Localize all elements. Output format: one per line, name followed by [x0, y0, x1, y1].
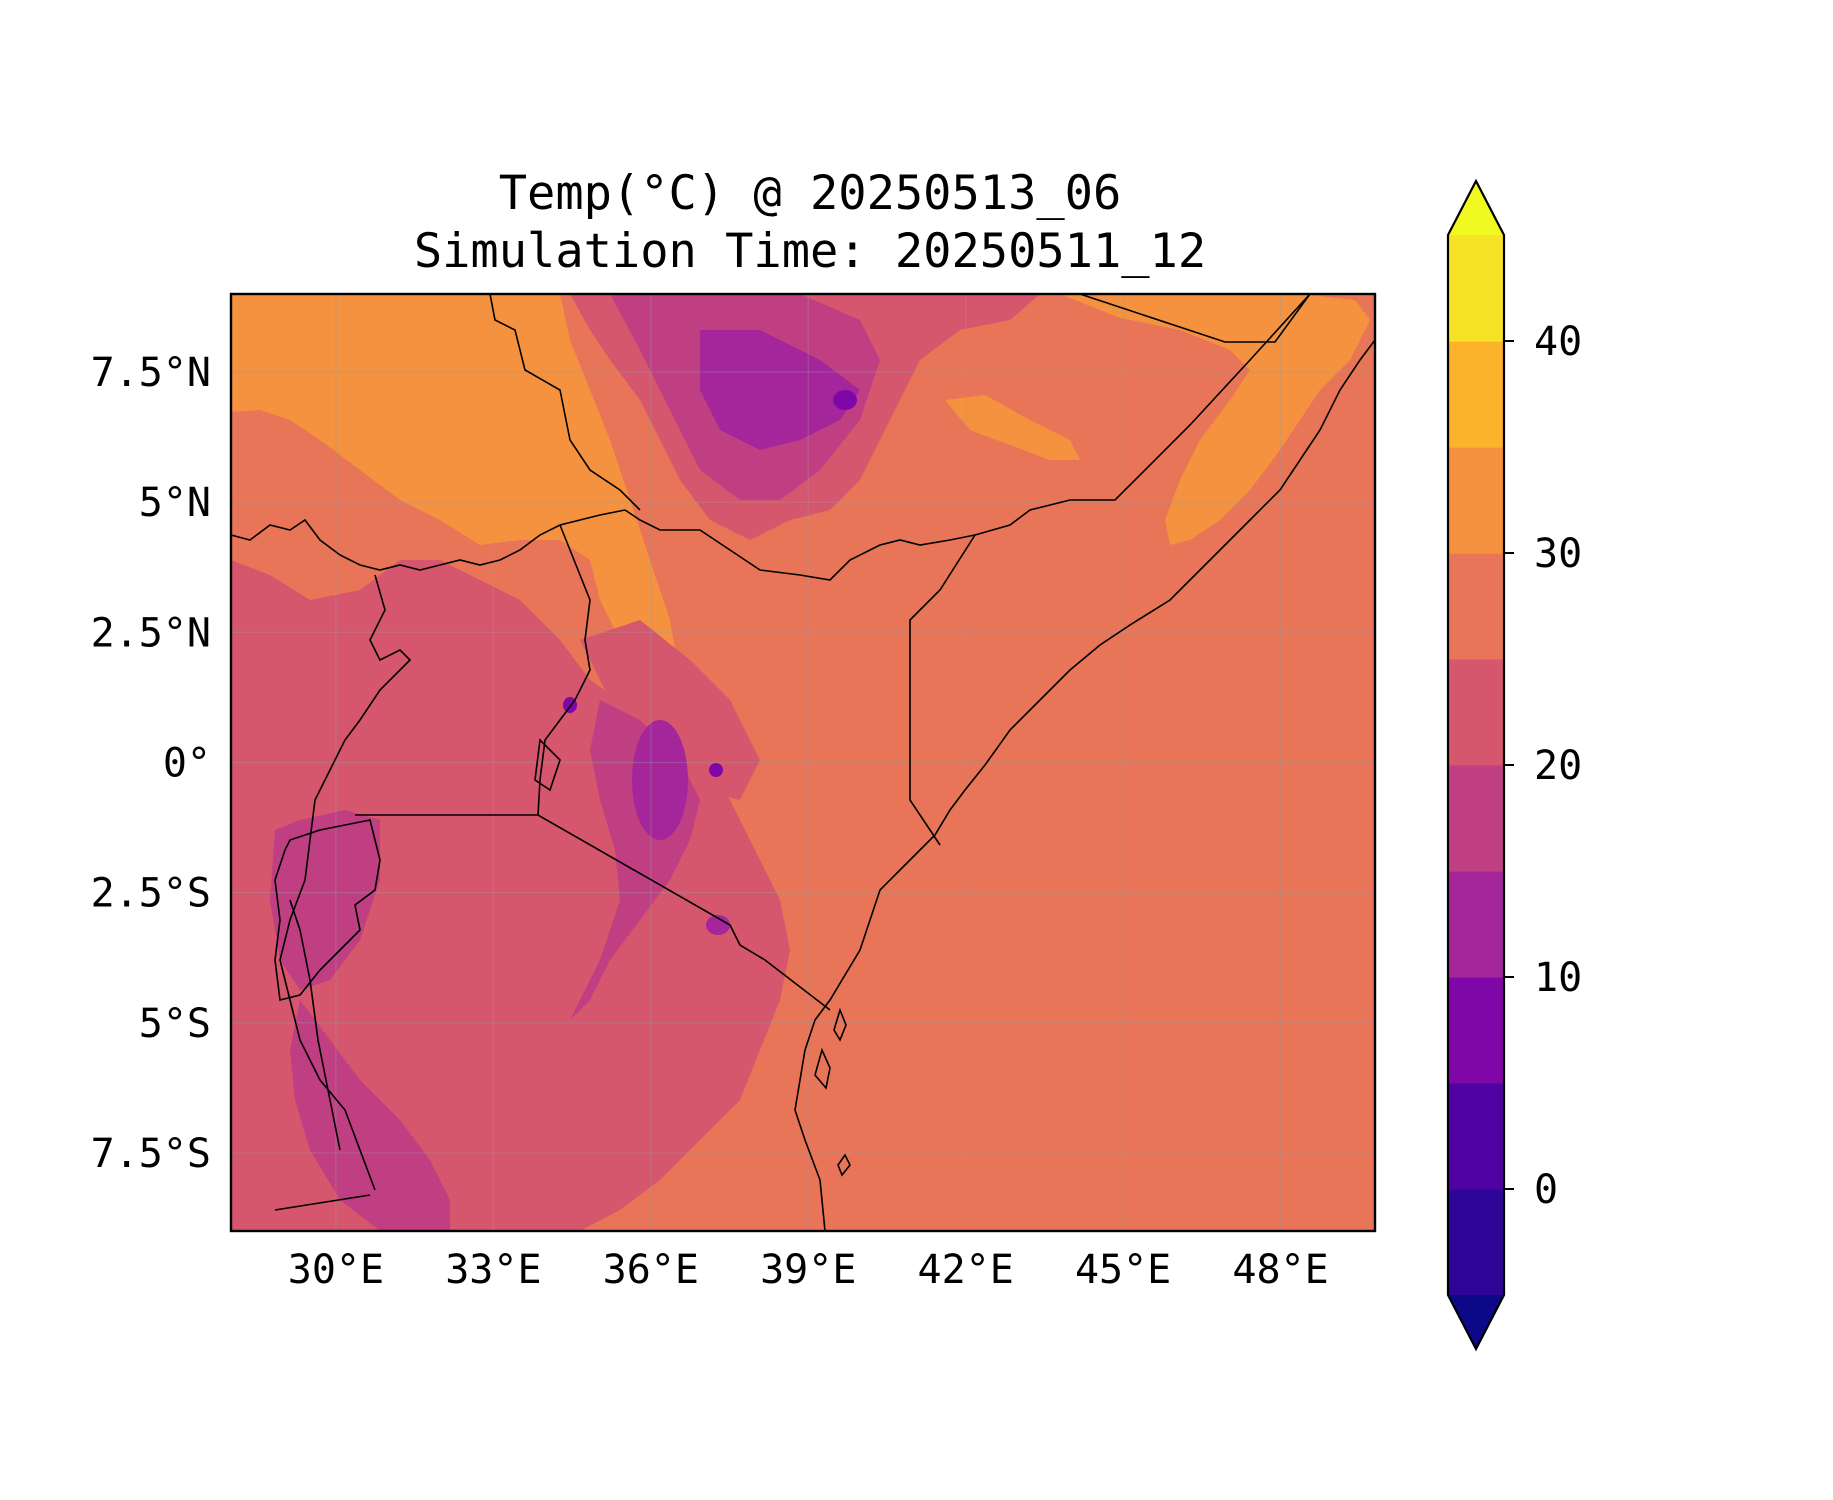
- colorbar: 0 10 20 30 40: [1446, 178, 1582, 1352]
- border-ethiopia-somalia: [974, 294, 1311, 536]
- temp-band-5-10-ethiopia: [833, 390, 857, 410]
- y-tick-label: 7.5°S: [91, 1131, 211, 1177]
- y-tick-label: 0°: [163, 741, 211, 787]
- map-gridlines: [231, 294, 1375, 1231]
- lake-tanganyika-edge: [289, 899, 341, 1151]
- colorbar-swatch: [1448, 977, 1504, 1084]
- map-frame: [229, 292, 1377, 1233]
- temp-band-10-15-mt-kenya: [632, 720, 688, 840]
- colorbar-extend-under: [1448, 1295, 1504, 1349]
- border-zambia: [274, 1194, 371, 1211]
- temp-band-30-35-northeast: [1060, 294, 1370, 545]
- colorbar-tick-label: 0: [1534, 1167, 1558, 1213]
- y-axis-ticks: 7.5°N 5°N 2.5°N 0° 2.5°S 5°S 7.5°S: [91, 350, 211, 1177]
- pemba-island: [833, 1007, 847, 1042]
- colorbar-swatch: [1448, 871, 1504, 978]
- colorbar-extend-over: [1448, 181, 1504, 235]
- temp-band-15-20-rwanda-burundi: [270, 810, 380, 990]
- temp-band-30-35-northwest: [231, 294, 680, 700]
- x-tick-label: 30°E: [288, 1247, 384, 1293]
- colorbar-swatch: [1448, 341, 1504, 448]
- x-axis-ticks: 30°E 33°E 36°E 39°E 42°E 45°E 48°E: [288, 1247, 1329, 1293]
- border-kenya-tanzania: [355, 814, 831, 1011]
- colorbar-swatch: [1448, 765, 1504, 872]
- border-somaliland: [1079, 294, 1311, 343]
- colorbar-swatch: [1448, 1189, 1504, 1296]
- mafia-island: [837, 1153, 851, 1177]
- colorbar-tick-label: 40: [1534, 319, 1582, 365]
- colorbar-swatch: [1448, 447, 1504, 554]
- x-tick-label: 36°E: [603, 1247, 699, 1293]
- colorbar-swatch: [1448, 1083, 1504, 1190]
- colorbar-outline: [1446, 178, 1506, 1352]
- x-tick-label: 45°E: [1075, 1247, 1171, 1293]
- colorbar-tick-label: 10: [1534, 955, 1582, 1001]
- y-tick-label: 5°N: [139, 480, 211, 526]
- temp-band-10-15-kilimanjaro: [706, 915, 730, 935]
- temp-band-20-25-kenya-highlands: [580, 620, 760, 800]
- border-kenya-ethiopia: [624, 509, 976, 581]
- y-tick-label: 7.5°N: [91, 350, 211, 396]
- y-tick-label: 2.5°S: [91, 871, 211, 917]
- colorbar-swatch: [1448, 553, 1504, 660]
- y-tick-label: 2.5°N: [91, 610, 211, 656]
- border-drc-east: [279, 574, 412, 1191]
- lake-victoria-edge: [534, 738, 561, 792]
- border-uganda-kenya: [537, 524, 591, 816]
- colorbar-swatch: [1448, 659, 1504, 766]
- lake-outlines: [289, 738, 561, 1151]
- country-borders: [231, 294, 1311, 1211]
- border-rwanda-burundi: [274, 819, 381, 1001]
- x-tick-label: 48°E: [1232, 1247, 1328, 1293]
- temp-band-10-15-ethiopia: [700, 330, 860, 450]
- border-south-sudan-ethiopia: [489, 294, 641, 511]
- colorbar-tick-label: 30: [1534, 531, 1582, 577]
- border-kenya-somalia: [909, 534, 976, 846]
- temp-band-5-10-mt-kenya: [709, 763, 723, 777]
- temp-band-15-20-southwest: [290, 1000, 450, 1231]
- x-tick-label: 33°E: [445, 1247, 541, 1293]
- x-tick-label: 39°E: [760, 1247, 856, 1293]
- coastline: [794, 339, 1375, 1231]
- x-tick-label: 42°E: [918, 1247, 1014, 1293]
- map-title: Temp(°C) @ 20250513_06: [498, 166, 1122, 221]
- zanzibar-island: [814, 1047, 831, 1090]
- border-sudan-south-sudan: [231, 509, 626, 571]
- y-tick-label: 5°S: [139, 1001, 211, 1047]
- colorbar-swatch: [1448, 235, 1504, 342]
- map-subtitle: Simulation Time: 20250511_12: [413, 224, 1207, 279]
- colorbar-tick-label: 20: [1534, 743, 1582, 789]
- map-panel: [231, 294, 1375, 1231]
- temp-band-30-35-ogaden: [945, 395, 1080, 460]
